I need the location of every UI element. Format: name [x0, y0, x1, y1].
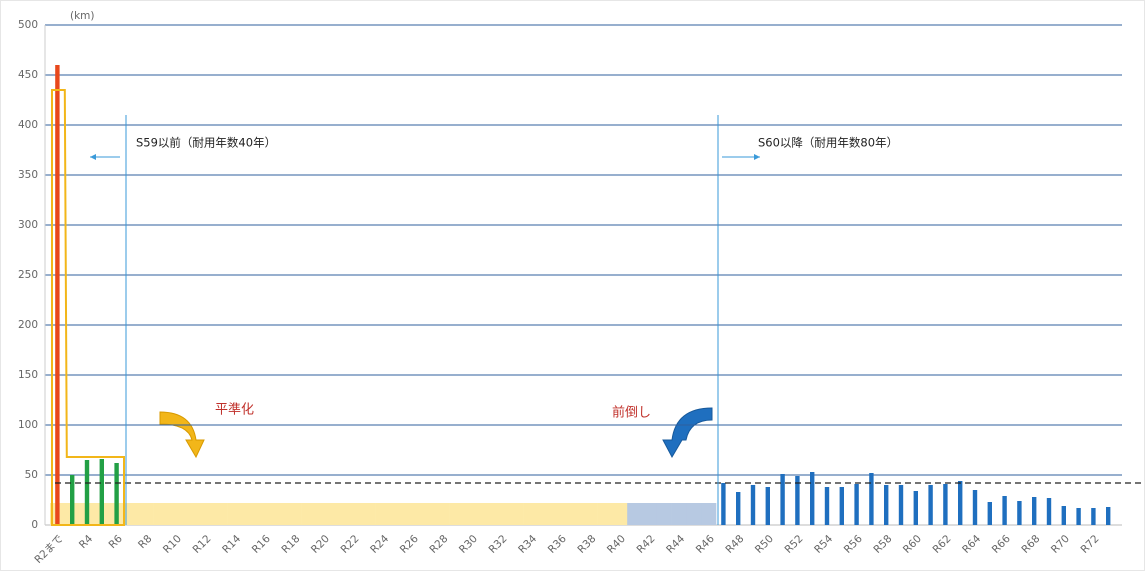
band — [568, 503, 584, 525]
band — [420, 503, 436, 525]
band — [301, 503, 317, 525]
band — [523, 503, 539, 525]
bar — [1002, 496, 1007, 525]
band — [257, 503, 273, 525]
band — [434, 503, 450, 525]
bar — [810, 472, 815, 525]
arrow-head — [90, 154, 96, 160]
band — [449, 503, 465, 525]
bar — [958, 481, 963, 525]
y-tick-label: 450 — [18, 69, 38, 81]
y-tick-label: 400 — [18, 119, 38, 131]
band — [212, 503, 228, 525]
band — [582, 503, 598, 525]
y-tick-label: 350 — [18, 169, 38, 181]
y-tick-label: 500 — [18, 19, 38, 31]
unit-label: (km) — [70, 10, 95, 22]
band — [464, 503, 480, 525]
bar — [99, 459, 104, 525]
band — [642, 503, 658, 525]
band — [272, 503, 288, 525]
band — [553, 503, 569, 525]
bar — [1106, 507, 1111, 525]
band — [124, 503, 140, 525]
y-tick-label: 50 — [25, 469, 38, 481]
bar — [854, 484, 859, 525]
bar — [987, 502, 992, 525]
bar — [1076, 508, 1081, 525]
band — [198, 503, 214, 525]
band — [331, 503, 347, 525]
bar — [1061, 506, 1066, 525]
divider-label: S60以降（耐用年数80年） — [758, 136, 898, 150]
bar — [824, 487, 830, 525]
band — [346, 503, 362, 525]
bar — [736, 492, 741, 525]
arrow-head — [754, 154, 760, 160]
outline — [51, 89, 125, 526]
band — [375, 503, 391, 525]
band — [508, 503, 524, 525]
bar — [913, 491, 918, 525]
bar — [1017, 501, 1022, 525]
y-tick-label: 0 — [31, 519, 38, 531]
band — [168, 503, 184, 525]
bar — [780, 474, 785, 525]
bar — [943, 484, 948, 525]
band — [405, 503, 421, 525]
callout: 前倒し — [612, 405, 651, 421]
bar — [795, 476, 800, 525]
y-tick-label: 200 — [18, 319, 38, 331]
bar — [898, 485, 904, 525]
band — [316, 503, 332, 525]
y-tick-label: 100 — [18, 419, 38, 431]
bar — [70, 475, 75, 525]
bar — [972, 490, 978, 525]
plot — [44, 24, 1122, 526]
bar — [869, 473, 874, 525]
y-tick-label: 150 — [18, 369, 38, 381]
bar — [928, 485, 933, 525]
bar — [721, 483, 726, 525]
bar — [114, 463, 119, 525]
bar — [839, 487, 844, 525]
band — [671, 503, 687, 525]
band — [242, 503, 258, 525]
overlay — [51, 65, 1145, 526]
band — [656, 503, 672, 525]
band — [138, 503, 154, 525]
band — [286, 503, 302, 525]
y-tick-label: 250 — [18, 269, 38, 281]
band — [227, 503, 243, 525]
band — [627, 503, 643, 525]
advance-arrow — [662, 407, 713, 459]
band — [390, 503, 406, 525]
band — [153, 503, 169, 525]
callout: 平準化 — [215, 402, 254, 418]
band — [686, 503, 702, 525]
bar — [1046, 498, 1052, 525]
bar — [84, 460, 90, 525]
band — [479, 503, 495, 525]
bar — [1091, 508, 1096, 525]
band — [183, 503, 199, 525]
band — [360, 503, 376, 525]
bar — [884, 485, 889, 525]
divider-label: S59以前（耐用年数40年） — [136, 136, 276, 150]
band — [612, 503, 628, 525]
band — [701, 503, 717, 525]
band — [597, 503, 613, 525]
bar — [1032, 497, 1037, 525]
bar — [765, 487, 770, 525]
band — [494, 503, 510, 525]
y-tick-label: 300 — [18, 219, 38, 231]
bar — [750, 485, 756, 525]
bar — [55, 65, 60, 525]
band — [538, 503, 554, 525]
